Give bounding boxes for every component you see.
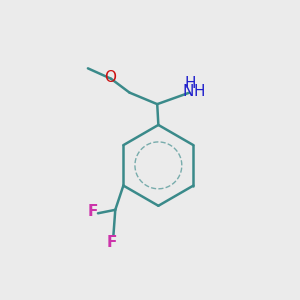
Text: H: H: [194, 84, 205, 99]
Text: F: F: [88, 204, 98, 219]
Text: H: H: [185, 76, 196, 91]
Text: F: F: [106, 235, 117, 250]
Text: O: O: [104, 70, 116, 85]
Text: N: N: [183, 84, 194, 99]
